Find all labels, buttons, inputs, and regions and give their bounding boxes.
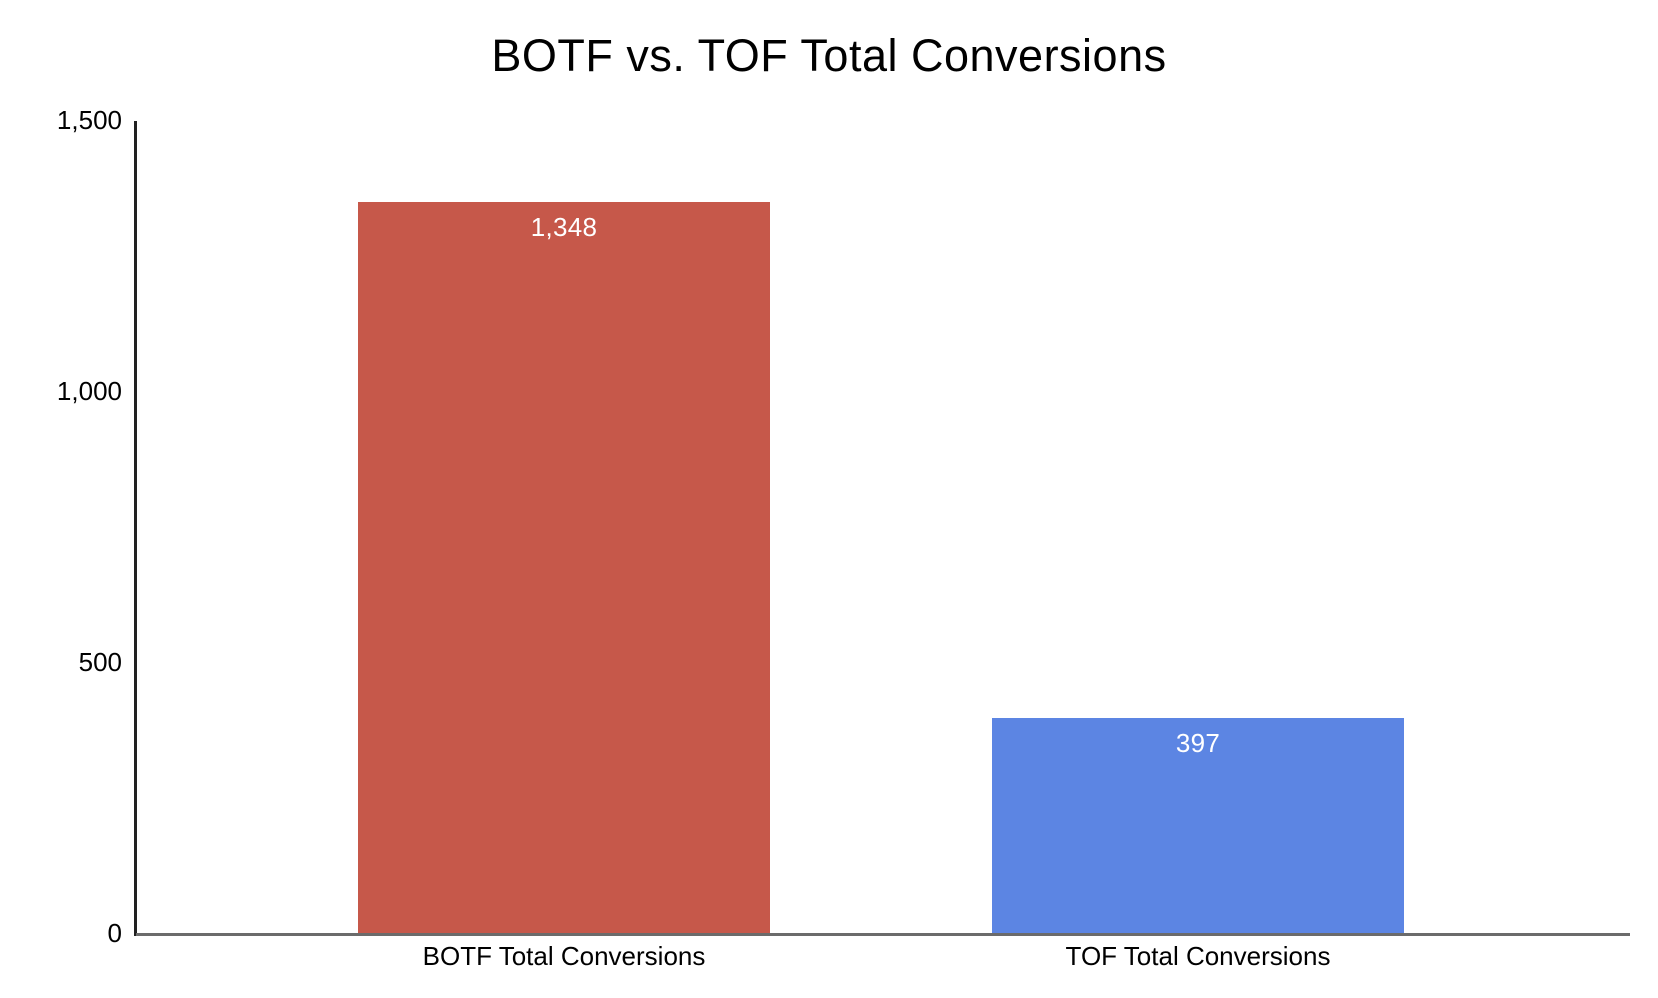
chart-title: BOTF vs. TOF Total Conversions [491,30,1167,81]
y-axis-tick-label-1000: 1,000 [56,376,122,406]
y-axis-tick-label-0: 0 [107,918,122,948]
bar-tof-total-conversions: 397 [992,718,1404,933]
x-axis-category-label-botf: BOTF Total Conversions [422,941,706,971]
y-axis-line [134,121,137,936]
x-axis-line [136,933,1630,936]
y-axis-tick-label-1500: 1,500 [56,105,122,135]
bar-value-label-tof: 397 [1175,728,1221,758]
bar-value-label-botf: 1,348 [530,212,598,242]
x-axis-category-label-tof: TOF Total Conversions [1065,941,1331,971]
plot-area: 1,348 397 [136,120,1630,933]
bar-botf-total-conversions: 1,348 [358,202,770,933]
y-axis-tick-label-500: 500 [78,647,122,677]
